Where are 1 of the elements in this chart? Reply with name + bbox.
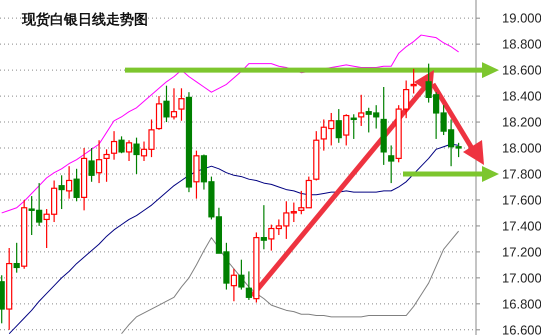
title: 现货白银日线走势图 bbox=[22, 11, 148, 27]
